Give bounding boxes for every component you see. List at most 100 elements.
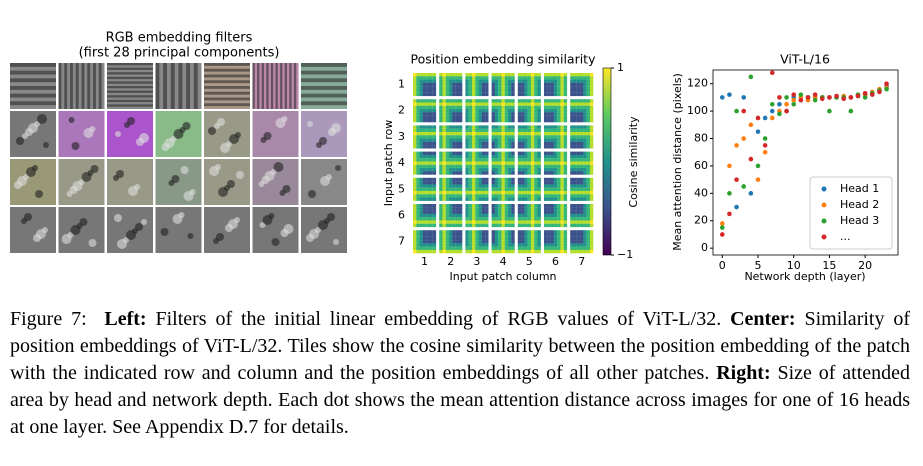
tile-cell	[557, 194, 561, 198]
tile-cell	[475, 236, 479, 241]
tile-cell	[465, 230, 469, 234]
tile-cell	[527, 112, 532, 116]
tile-cell	[586, 210, 591, 214]
tile-cell	[455, 161, 460, 165]
tile-cell	[439, 210, 443, 214]
tile-cell	[429, 131, 433, 136]
tile-cell	[491, 164, 495, 169]
tile-cell	[442, 73, 446, 77]
tile-cell	[455, 223, 460, 228]
tile-cell	[553, 128, 558, 133]
tile-cell	[491, 125, 495, 129]
tile-cell	[576, 76, 581, 80]
filter	[204, 111, 250, 157]
tile-cell	[576, 190, 581, 195]
tile-cell	[416, 161, 420, 165]
tile-cell	[445, 190, 450, 195]
tile-cell	[445, 89, 450, 93]
tile-cell	[481, 102, 486, 106]
tile-cell	[517, 217, 522, 221]
tile-cell	[413, 135, 417, 139]
tile-cell	[521, 115, 525, 120]
tile-cell	[449, 181, 453, 185]
tile-cell	[429, 105, 433, 110]
tile-cell	[498, 145, 502, 149]
tile-cell	[475, 161, 479, 165]
tile-cell	[481, 240, 486, 244]
tile-cell	[517, 138, 522, 142]
tile-cell	[524, 154, 528, 159]
tile-cell	[573, 204, 577, 208]
tile-cell	[589, 194, 594, 198]
tile-cell	[429, 168, 433, 172]
tile-cell	[547, 86, 551, 90]
tile-cell	[583, 118, 587, 123]
tile-cell	[429, 194, 433, 198]
tile-cell	[501, 168, 505, 172]
tile-cell	[475, 154, 479, 159]
tile	[517, 73, 541, 97]
tile-cell	[511, 164, 515, 169]
tile-cell	[445, 194, 450, 198]
tile-cell	[547, 184, 551, 188]
tile-cell	[557, 177, 561, 182]
tile-cell	[439, 171, 443, 175]
tile-cell	[530, 115, 535, 120]
tile-cell	[501, 158, 505, 162]
tile-cell	[576, 246, 581, 251]
tile-cell	[432, 236, 437, 241]
tile-cell	[560, 73, 564, 77]
tile-cell	[547, 161, 551, 165]
tile-cell	[557, 187, 561, 192]
caption-label: Left:	[104, 308, 147, 330]
tile-cell	[494, 131, 499, 136]
tile-cell	[517, 190, 522, 195]
tile-cell	[432, 135, 437, 139]
tile-cell	[521, 151, 525, 155]
tile-cell	[498, 210, 502, 214]
tile-cell	[527, 246, 532, 251]
tile-cell	[560, 249, 564, 254]
tile-cell	[455, 115, 460, 120]
tile-cell	[442, 76, 446, 80]
tile-cell	[544, 164, 548, 169]
tile-cell	[586, 118, 591, 123]
tile-cell	[560, 177, 564, 182]
tile-cell	[485, 125, 489, 129]
tile-cell	[527, 73, 532, 77]
tile-cell	[573, 118, 577, 123]
tile-cell	[413, 125, 417, 129]
tile-cell	[458, 105, 463, 110]
tile-cell	[439, 141, 443, 146]
tile-cell	[550, 86, 554, 90]
filter-stripe	[204, 86, 250, 89]
tile-cell	[426, 154, 430, 159]
tile-cell	[553, 197, 558, 201]
tile-cell	[468, 171, 473, 175]
tile-cell	[481, 230, 486, 234]
tile-cell	[413, 187, 417, 192]
row-label: 5	[398, 182, 405, 195]
tile-cell	[491, 102, 495, 106]
tile-cell	[458, 89, 463, 93]
tile-cell	[504, 217, 509, 221]
tile-cell	[580, 223, 584, 228]
tile-cell	[485, 115, 489, 120]
tile-cell	[452, 220, 456, 224]
tile-cell	[576, 109, 581, 113]
tile-cell	[547, 181, 551, 185]
tile-cell	[491, 210, 495, 214]
tile-cell	[452, 223, 456, 228]
row-label: 4	[398, 156, 405, 169]
tile-cell	[563, 246, 568, 251]
tile-cell	[485, 151, 489, 155]
tile-cell	[521, 164, 525, 169]
tile-cell	[504, 138, 509, 142]
tile-cell	[458, 190, 463, 195]
filter-stripe	[301, 70, 347, 75]
tile-cell	[501, 249, 505, 254]
filter-blob	[183, 191, 194, 201]
tile-cell	[491, 184, 495, 188]
tile-cell	[471, 246, 476, 251]
tile-cell	[475, 102, 479, 106]
